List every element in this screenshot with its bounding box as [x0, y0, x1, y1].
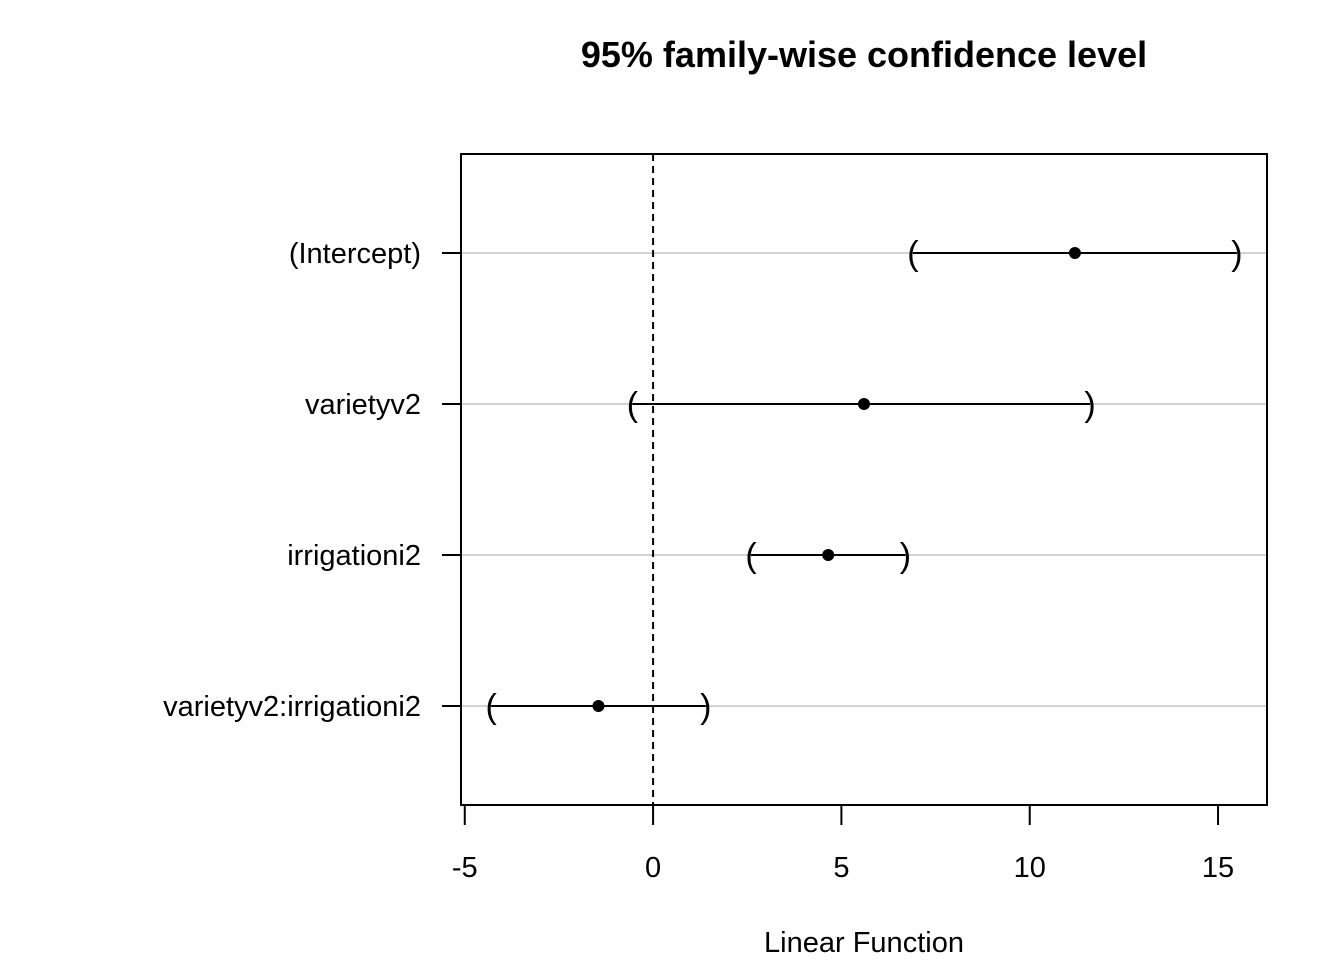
interval-upper-bound: ) [1231, 235, 1242, 273]
interval-lower-bound: ( [907, 235, 919, 273]
y-tick-label: varietyv2 [305, 389, 421, 421]
x-axis-label: Linear Function [764, 927, 964, 959]
x-tick-label: 10 [1014, 852, 1046, 884]
y-tick-label: (Intercept) [289, 238, 421, 270]
x-axis: -5 0 5 10 15 [452, 804, 1234, 884]
estimate-point [822, 549, 835, 561]
gridlines [461, 252, 1267, 707]
interval-lower-bound: ( [627, 386, 639, 424]
x-tick-label: 0 [645, 852, 661, 884]
estimate-point [858, 398, 870, 410]
y-axis: (Intercept) varietyv2 irrigationi2 varietyv… [163, 238, 461, 723]
interval-lower-bound: ( [485, 688, 497, 726]
estimate-point [1068, 247, 1081, 259]
x-tick-label: 15 [1202, 852, 1234, 884]
x-tick-label: 5 [833, 852, 849, 884]
interval-upper-bound: ) [900, 537, 911, 575]
interval-lower-bound: ( [745, 537, 757, 575]
estimate-point [592, 700, 605, 712]
interval-upper-bound: ) [1084, 386, 1095, 424]
chart-title: 95% family-wise confidence level [581, 34, 1147, 75]
y-tick-label: irrigationi2 [287, 540, 421, 572]
plot-frame [460, 153, 1268, 806]
intervals: () () () () [485, 235, 1242, 726]
interval-upper-bound: ) [700, 688, 711, 726]
y-tick-label: varietyv2:irrigationi2 [163, 691, 421, 723]
x-tick-label: -5 [452, 852, 478, 884]
